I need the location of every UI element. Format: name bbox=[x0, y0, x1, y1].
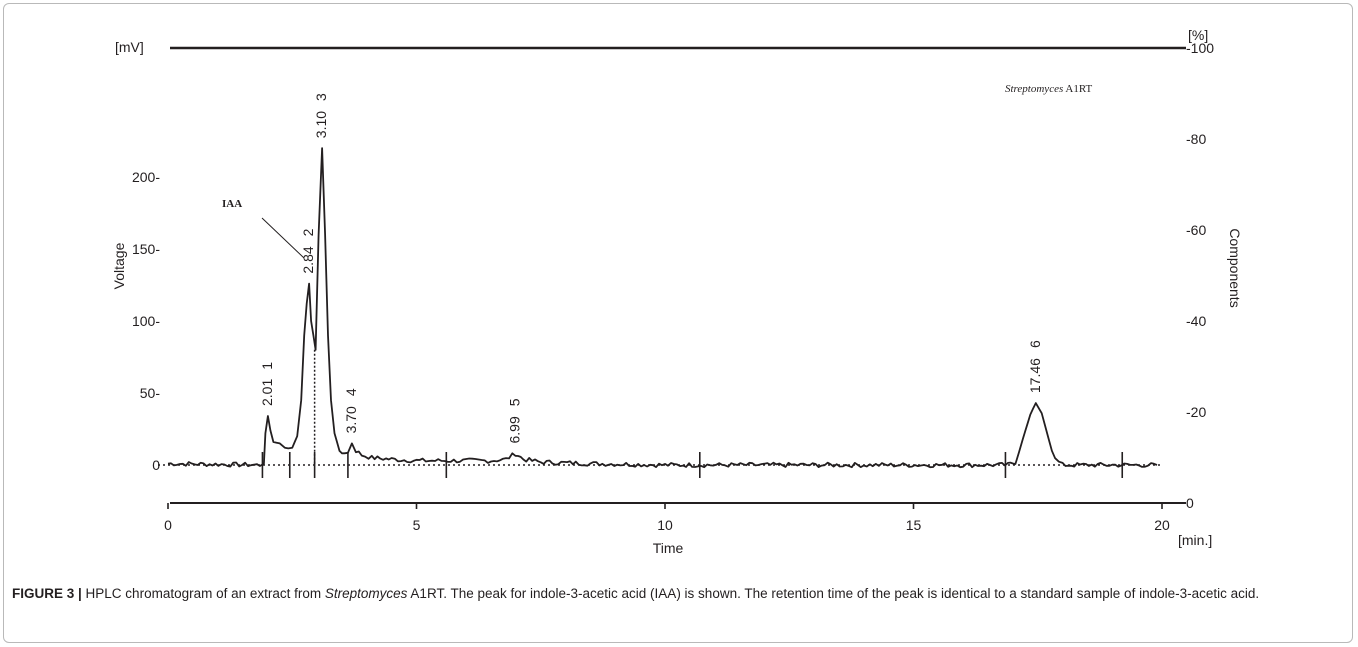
iaa-annotation-label: IAA bbox=[222, 198, 242, 210]
y-left-tick-label: 50- bbox=[140, 385, 161, 401]
peak-label: 2.01 1 bbox=[259, 362, 275, 406]
left-axis-label: Voltage bbox=[111, 242, 127, 289]
peak-label: 3.10 3 bbox=[313, 93, 329, 138]
caption-text-a: HPLC chromatogram of an extract from bbox=[81, 586, 325, 601]
peak-time: 2.84 bbox=[300, 246, 316, 273]
peak-time: 2.01 bbox=[259, 379, 275, 406]
y-right-tick-label: -80 bbox=[1186, 131, 1206, 147]
figure-caption: FIGURE 3 | HPLC chromatogram of an extra… bbox=[12, 583, 1348, 604]
peak-number: 3 bbox=[313, 93, 329, 101]
caption-italic: Streptomyces bbox=[324, 586, 408, 601]
peak-time: 3.10 bbox=[313, 111, 329, 138]
y-left-tick-label: 100- bbox=[132, 313, 160, 329]
x-axis-unit: [min.] bbox=[1178, 532, 1212, 548]
x-tick-label: 5 bbox=[413, 517, 421, 533]
x-tick-label: 20 bbox=[1154, 517, 1170, 533]
peak-number: 6 bbox=[1027, 340, 1043, 348]
right-axis-label: Components bbox=[1227, 228, 1243, 307]
left-axis-unit: [mV] bbox=[115, 39, 144, 55]
peak-time: 17.46 bbox=[1027, 358, 1043, 393]
peak-label: 2.84 2 bbox=[300, 228, 316, 273]
peak-label: 17.46 6 bbox=[1027, 340, 1043, 393]
y-right-tick-label: -20 bbox=[1186, 404, 1206, 420]
peak-number: 2 bbox=[300, 228, 316, 236]
y-right-tick-label: -100 bbox=[1186, 40, 1214, 56]
iaa-annotation-pointer bbox=[261, 217, 305, 259]
y-right-tick-label: 0 bbox=[1186, 495, 1194, 511]
right-axis-unit: [%] bbox=[1188, 27, 1208, 43]
peak-number: 4 bbox=[343, 388, 359, 396]
chromatogram-chart: [mV] [%] Voltage Components Time [min.] … bbox=[111, 27, 1243, 556]
sample-label: Streptomyces A1RT bbox=[1005, 83, 1093, 95]
figure-frame bbox=[3, 3, 1353, 643]
x-axis-label: Time bbox=[653, 540, 684, 556]
caption-text-b: A1RT. The peak for indole-3-acetic acid … bbox=[407, 586, 1260, 601]
x-tick-label: 15 bbox=[906, 517, 922, 533]
peak-time: 6.99 bbox=[506, 416, 522, 443]
y-left-tick-label: 150- bbox=[132, 241, 160, 257]
sample-label-rest: A1RT bbox=[1063, 83, 1092, 95]
peak-time: 3.70 bbox=[343, 406, 359, 433]
sample-label-italic: Streptomyces bbox=[1005, 83, 1063, 95]
peak-label: 6.99 5 bbox=[506, 398, 522, 443]
x-tick-label: 10 bbox=[657, 517, 673, 533]
peak-number: 1 bbox=[259, 362, 275, 370]
y-right-tick-label: -40 bbox=[1186, 313, 1206, 329]
y-left-tick-label: 0 bbox=[152, 457, 160, 473]
peak-number: 5 bbox=[506, 398, 522, 406]
y-right-tick-label: -60 bbox=[1186, 222, 1206, 238]
x-tick-label: 0 bbox=[164, 517, 172, 533]
peak-label: 3.70 4 bbox=[343, 388, 359, 433]
caption-label: FIGURE 3 | bbox=[12, 586, 82, 601]
y-left-tick-label: 200- bbox=[132, 169, 160, 185]
signal-trace bbox=[167, 147, 1158, 469]
